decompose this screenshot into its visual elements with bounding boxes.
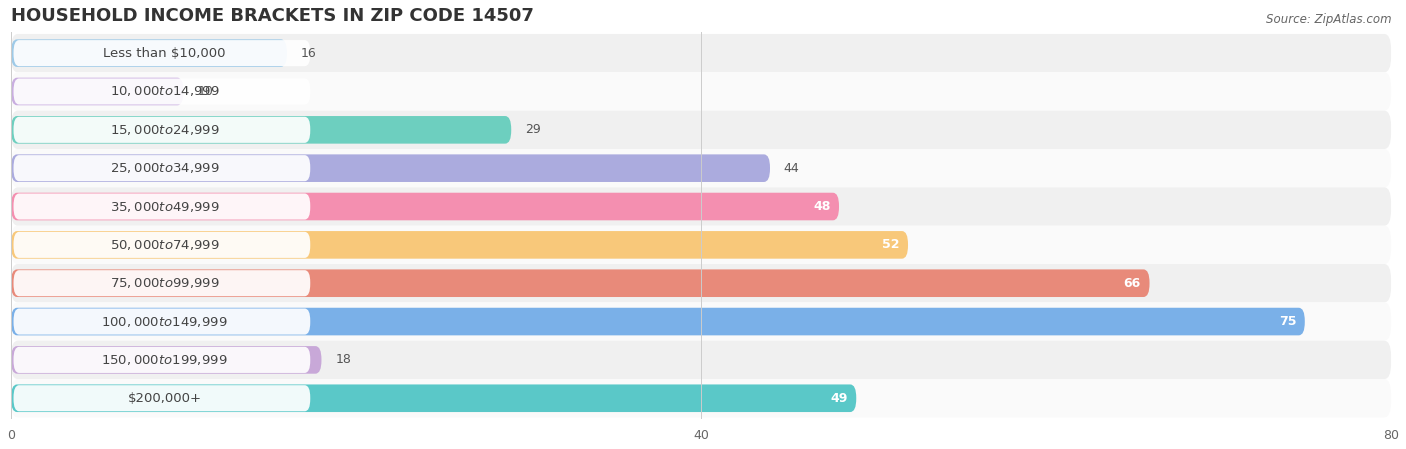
FancyBboxPatch shape (11, 193, 839, 220)
Text: HOUSEHOLD INCOME BRACKETS IN ZIP CODE 14507: HOUSEHOLD INCOME BRACKETS IN ZIP CODE 14… (11, 7, 534, 25)
Text: $25,000 to $34,999: $25,000 to $34,999 (110, 161, 219, 175)
FancyBboxPatch shape (11, 40, 287, 67)
FancyBboxPatch shape (11, 269, 1150, 297)
FancyBboxPatch shape (11, 379, 1391, 418)
FancyBboxPatch shape (14, 117, 311, 143)
FancyBboxPatch shape (11, 226, 1391, 264)
FancyBboxPatch shape (11, 341, 1391, 379)
Text: 52: 52 (882, 238, 900, 251)
Text: 49: 49 (831, 392, 848, 405)
Text: Less than $10,000: Less than $10,000 (103, 47, 226, 60)
FancyBboxPatch shape (11, 346, 322, 374)
FancyBboxPatch shape (11, 302, 1391, 341)
FancyBboxPatch shape (11, 231, 908, 259)
Text: $15,000 to $24,999: $15,000 to $24,999 (110, 123, 219, 137)
Text: 44: 44 (783, 162, 800, 175)
Text: $75,000 to $99,999: $75,000 to $99,999 (110, 276, 219, 290)
FancyBboxPatch shape (14, 347, 311, 373)
Text: 16: 16 (301, 47, 316, 60)
FancyBboxPatch shape (11, 110, 1391, 149)
Text: 48: 48 (813, 200, 831, 213)
Text: 18: 18 (335, 353, 352, 366)
Text: 66: 66 (1123, 277, 1140, 290)
FancyBboxPatch shape (14, 155, 311, 181)
FancyBboxPatch shape (11, 34, 1391, 72)
FancyBboxPatch shape (14, 194, 311, 220)
FancyBboxPatch shape (14, 270, 311, 296)
Text: $50,000 to $74,999: $50,000 to $74,999 (110, 238, 219, 252)
Text: $10,000 to $14,999: $10,000 to $14,999 (110, 84, 219, 98)
FancyBboxPatch shape (14, 79, 311, 105)
FancyBboxPatch shape (14, 385, 311, 411)
Text: $100,000 to $149,999: $100,000 to $149,999 (101, 315, 228, 329)
Text: $35,000 to $49,999: $35,000 to $49,999 (110, 199, 219, 214)
FancyBboxPatch shape (14, 308, 311, 335)
Text: $150,000 to $199,999: $150,000 to $199,999 (101, 353, 228, 367)
FancyBboxPatch shape (11, 72, 1391, 110)
FancyBboxPatch shape (11, 149, 1391, 187)
FancyBboxPatch shape (11, 78, 183, 106)
Text: $200,000+: $200,000+ (128, 392, 201, 405)
FancyBboxPatch shape (11, 308, 1305, 335)
FancyBboxPatch shape (11, 264, 1391, 302)
FancyBboxPatch shape (11, 187, 1391, 226)
FancyBboxPatch shape (14, 40, 311, 66)
FancyBboxPatch shape (11, 154, 770, 182)
Text: 75: 75 (1278, 315, 1296, 328)
Text: 10: 10 (197, 85, 214, 98)
FancyBboxPatch shape (11, 116, 512, 144)
Text: Source: ZipAtlas.com: Source: ZipAtlas.com (1267, 13, 1392, 26)
FancyBboxPatch shape (11, 384, 856, 412)
Text: 29: 29 (524, 123, 541, 136)
FancyBboxPatch shape (14, 232, 311, 258)
